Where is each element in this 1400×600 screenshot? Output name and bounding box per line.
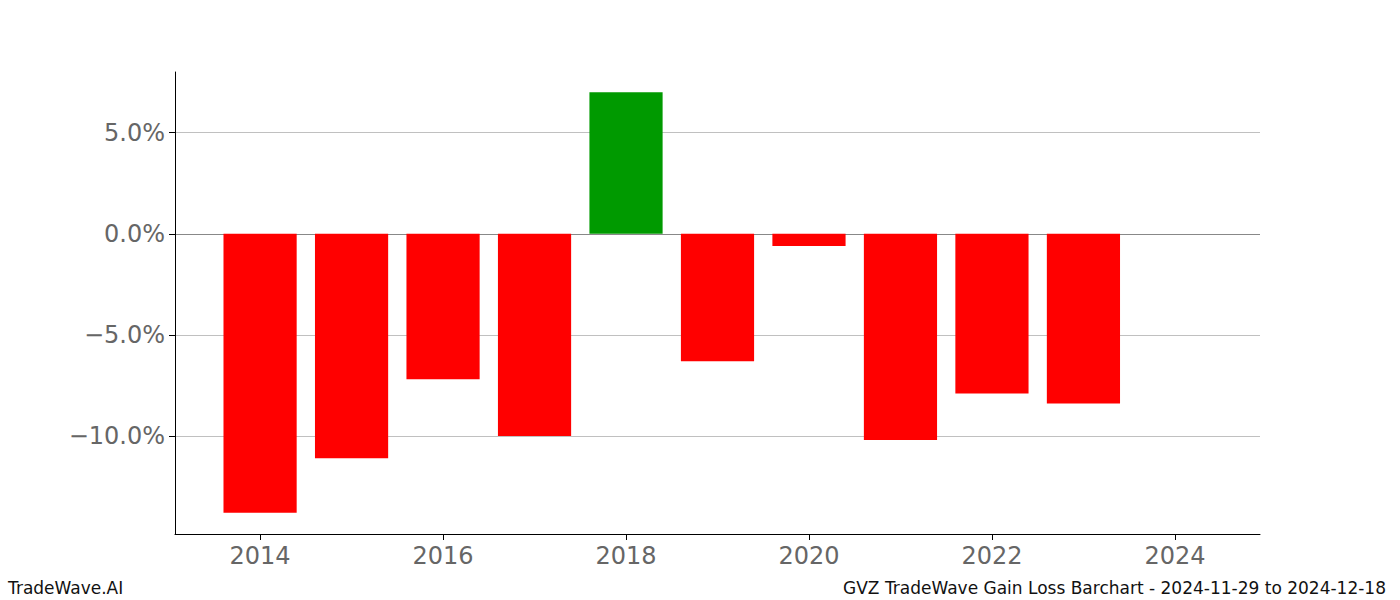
svg-text:2024: 2024 — [1144, 542, 1205, 570]
svg-text:5.0%: 5.0% — [104, 119, 165, 147]
svg-text:GVZ TradeWave Gain Loss Barcha: GVZ TradeWave Gain Loss Barchart - 2024-… — [843, 578, 1386, 598]
svg-text:TradeWave.AI: TradeWave.AI — [7, 578, 123, 598]
svg-text:2022: 2022 — [961, 542, 1022, 570]
svg-text:2014: 2014 — [230, 542, 291, 570]
svg-text:−5.0%: −5.0% — [84, 321, 165, 349]
svg-text:0.0%: 0.0% — [104, 220, 165, 248]
svg-text:−10.0%: −10.0% — [69, 422, 165, 450]
svg-text:2020: 2020 — [778, 542, 839, 570]
svg-text:2018: 2018 — [595, 542, 656, 570]
svg-text:2016: 2016 — [413, 542, 474, 570]
